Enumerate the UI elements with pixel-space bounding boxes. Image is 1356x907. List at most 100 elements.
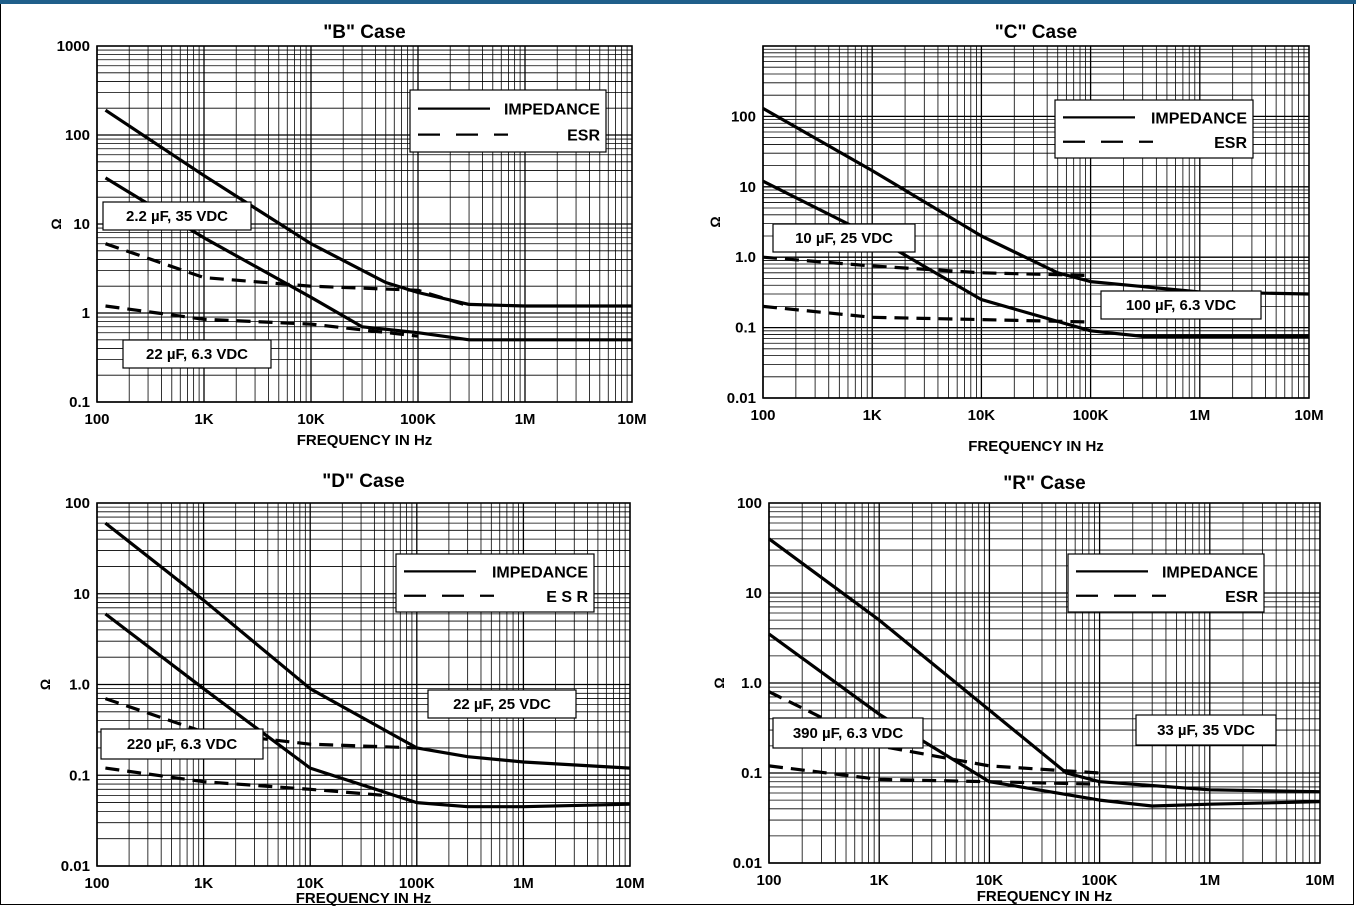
plot-border — [768, 502, 1321, 864]
impedance-curve — [768, 632, 1321, 808]
annotation-label: 2.2 µF, 35 VDC — [126, 208, 228, 225]
x-tick-label: 10M — [1294, 407, 1323, 424]
x-tick-label: 10M — [617, 411, 646, 428]
annotation-box — [772, 223, 916, 253]
y-tick-label: 1000 — [57, 38, 90, 55]
annotation-box — [100, 728, 264, 760]
x-tick-label: 100K — [400, 411, 436, 428]
x-tick-label: 1K — [863, 407, 882, 424]
x-axis-label: FREQUENCY IN Hz — [297, 432, 433, 449]
annotation-box — [122, 339, 272, 369]
chart-title: "R" Case — [1003, 473, 1085, 494]
x-tick-label: 10K — [976, 872, 1004, 889]
annotation-label: 100 µF, 6.3 VDC — [1126, 297, 1237, 314]
x-tick-label: 1M — [515, 411, 536, 428]
x-tick-label: 1M — [1199, 872, 1220, 889]
y-tick-label: 0.01 — [733, 855, 762, 872]
x-tick-label: 100 — [750, 407, 775, 424]
impedance-curve — [104, 612, 631, 809]
legend-label: E S R — [546, 589, 588, 606]
y-tick-label: 100 — [65, 127, 90, 144]
legend-box — [1054, 99, 1254, 159]
esr-curve — [105, 766, 385, 797]
y-tick-label: 0.01 — [61, 858, 90, 875]
plot-border — [96, 45, 633, 403]
x-tick-label: 10K — [297, 411, 325, 428]
x-axis-label: FREQUENCY IN Hz — [977, 888, 1113, 905]
y-tick-label: 1.0 — [735, 249, 756, 266]
esr-curve — [768, 690, 1100, 775]
legend-label: IMPEDANCE — [1162, 564, 1258, 581]
chart-title: "D" Case — [322, 471, 404, 492]
x-tick-label: 10M — [1305, 872, 1334, 889]
x-tick-label: 1M — [1189, 407, 1210, 424]
impedance-curve — [104, 176, 632, 342]
y-tick-label: 100 — [65, 495, 90, 512]
legend-box — [395, 553, 595, 613]
x-axis-label: FREQUENCY IN Hz — [296, 890, 432, 907]
annotation-label: 33 µF, 35 VDC — [1157, 722, 1255, 739]
legend-label: IMPEDANCE — [1151, 110, 1247, 127]
legend-label: ESR — [567, 128, 600, 145]
impedance-curve — [104, 108, 632, 308]
x-tick-label: 10M — [615, 875, 644, 892]
esr-curve — [768, 764, 1100, 786]
annotation-label: 10 µF, 25 VDC — [795, 230, 893, 247]
annotation-label: 22 µF, 25 VDC — [453, 696, 551, 713]
x-tick-label: 100K — [1073, 407, 1109, 424]
y-tick-label: 1.0 — [69, 677, 90, 694]
esr-curve — [104, 242, 470, 308]
annotation-box — [1135, 714, 1277, 746]
y-tick-label: 1 — [82, 305, 90, 322]
x-axis-label: FREQUENCY IN Hz — [968, 438, 1104, 455]
impedance-curve — [768, 537, 1321, 794]
annotation-label: 220 µF, 6.3 VDC — [127, 736, 238, 753]
annotation-box — [427, 689, 577, 719]
y-axis-label: Ω — [711, 677, 727, 688]
x-tick-label: 1K — [194, 875, 213, 892]
plot-border — [762, 45, 1310, 399]
legend-label: ESR — [1214, 135, 1247, 152]
y-tick-label: 0.1 — [69, 767, 90, 784]
y-tick-label: 0.01 — [727, 390, 756, 407]
y-tick-label: 10 — [745, 585, 762, 602]
chart-title: "C" Case — [995, 22, 1077, 43]
x-tick-label: 100K — [399, 875, 435, 892]
y-tick-label: 10 — [73, 586, 90, 603]
esr-curve — [105, 304, 419, 338]
y-tick-label: 0.1 — [735, 320, 756, 337]
x-tick-label: 100 — [756, 872, 781, 889]
annotation-label: 390 µF, 6.3 VDC — [793, 725, 904, 742]
esr-curve — [762, 255, 1091, 278]
y-axis-label: Ω — [707, 216, 723, 227]
x-tick-label: 10K — [296, 875, 324, 892]
y-tick-label: 100 — [737, 495, 762, 512]
top-accent-bar — [0, 0, 1356, 4]
annotation-box — [772, 717, 924, 749]
x-tick-label: 10K — [968, 407, 996, 424]
annotation-box — [1100, 290, 1262, 320]
x-tick-label: 1M — [513, 875, 534, 892]
y-tick-label: 100 — [731, 108, 756, 125]
x-tick-label: 100 — [84, 875, 109, 892]
annotation-box — [102, 201, 252, 231]
legend-label: IMPEDANCE — [504, 102, 600, 119]
x-tick-label: 1K — [194, 411, 213, 428]
x-tick-label: 100 — [84, 411, 109, 428]
annotation-label: 22 µF, 6.3 VDC — [146, 346, 248, 363]
legend-box — [409, 89, 607, 153]
x-tick-label: 1K — [870, 872, 889, 889]
y-tick-label: 1.0 — [741, 675, 762, 692]
y-tick-label: 0.1 — [741, 765, 762, 782]
y-axis-label: Ω — [48, 218, 64, 229]
y-tick-label: 0.1 — [69, 394, 90, 411]
legend-label: IMPEDANCE — [492, 564, 588, 581]
esr-curve — [762, 304, 1091, 324]
y-tick-label: 10 — [73, 216, 90, 233]
legend-box — [1067, 553, 1265, 613]
plot-border — [96, 502, 631, 867]
